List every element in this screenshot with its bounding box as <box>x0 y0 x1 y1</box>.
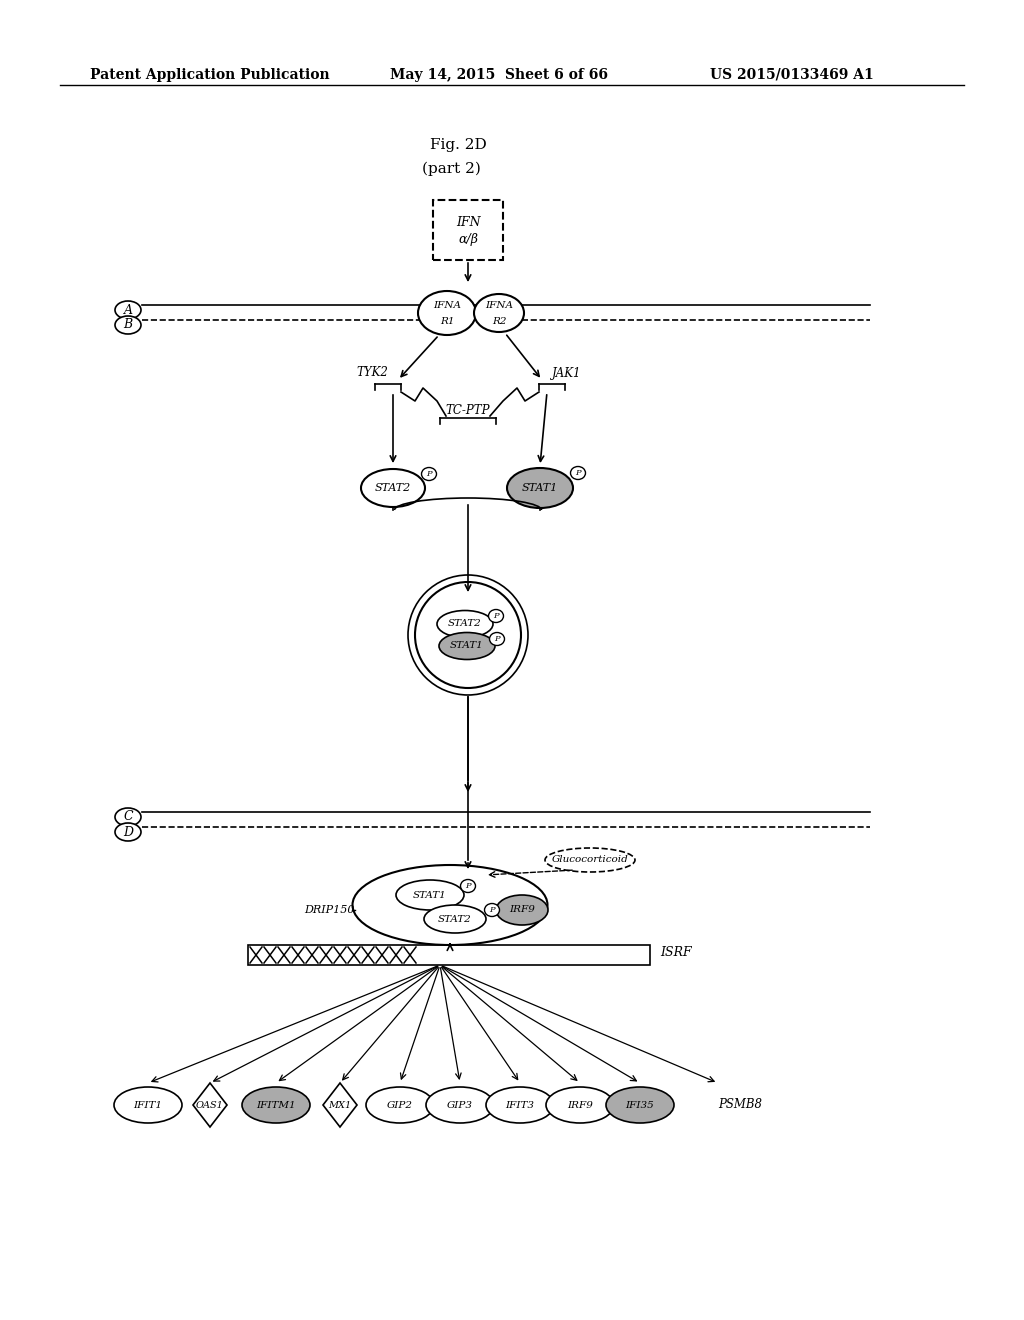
Text: PSMB8: PSMB8 <box>718 1098 762 1111</box>
Text: IFNA: IFNA <box>433 301 461 310</box>
Text: IRF9: IRF9 <box>567 1101 593 1110</box>
Text: OAS1: OAS1 <box>196 1101 224 1110</box>
Text: IRF9: IRF9 <box>509 906 535 915</box>
Text: R1: R1 <box>439 317 455 326</box>
Text: D: D <box>123 825 133 838</box>
Text: Fig. 2D: Fig. 2D <box>430 139 486 152</box>
Ellipse shape <box>439 632 495 660</box>
Text: May 14, 2015  Sheet 6 of 66: May 14, 2015 Sheet 6 of 66 <box>390 69 608 82</box>
Text: C: C <box>123 810 133 824</box>
Ellipse shape <box>606 1086 674 1123</box>
Ellipse shape <box>507 469 573 508</box>
Text: STAT1: STAT1 <box>522 483 558 492</box>
Text: ISRF: ISRF <box>660 945 691 958</box>
Ellipse shape <box>437 610 493 638</box>
Text: STAT1: STAT1 <box>451 642 484 651</box>
Text: P: P <box>426 470 432 478</box>
Text: P: P <box>575 469 581 477</box>
Text: DRIP150: DRIP150 <box>304 906 355 915</box>
Text: STAT2: STAT2 <box>438 915 472 924</box>
Text: IFIT3: IFIT3 <box>506 1101 535 1110</box>
Text: IFIT1: IFIT1 <box>133 1101 163 1110</box>
Text: IFNA: IFNA <box>485 301 513 310</box>
Ellipse shape <box>114 1086 182 1123</box>
Text: IFI35: IFI35 <box>626 1101 654 1110</box>
Ellipse shape <box>115 301 141 319</box>
Text: GIP3: GIP3 <box>447 1101 473 1110</box>
Text: A: A <box>124 304 132 317</box>
Text: GIP2: GIP2 <box>387 1101 413 1110</box>
Text: P: P <box>494 612 499 620</box>
Text: TC-PTP: TC-PTP <box>445 404 490 417</box>
Ellipse shape <box>115 808 141 826</box>
Text: JAK1: JAK1 <box>552 367 582 380</box>
Ellipse shape <box>418 290 476 335</box>
Text: P: P <box>489 906 495 913</box>
Ellipse shape <box>424 906 486 933</box>
Text: US 2015/0133469 A1: US 2015/0133469 A1 <box>710 69 873 82</box>
Text: P: P <box>495 635 500 643</box>
Ellipse shape <box>115 822 141 841</box>
Text: P: P <box>465 882 471 890</box>
Ellipse shape <box>474 294 524 333</box>
Ellipse shape <box>242 1086 310 1123</box>
Ellipse shape <box>461 879 475 892</box>
Ellipse shape <box>366 1086 434 1123</box>
FancyBboxPatch shape <box>248 945 650 965</box>
Text: α/β: α/β <box>458 234 478 247</box>
Ellipse shape <box>546 1086 614 1123</box>
Text: Patent Application Publication: Patent Application Publication <box>90 69 330 82</box>
Ellipse shape <box>361 469 425 507</box>
Ellipse shape <box>352 865 548 945</box>
Ellipse shape <box>496 895 548 925</box>
FancyBboxPatch shape <box>433 201 503 260</box>
Ellipse shape <box>396 880 464 909</box>
Text: IFITM1: IFITM1 <box>256 1101 296 1110</box>
Ellipse shape <box>545 847 635 873</box>
Ellipse shape <box>570 466 586 479</box>
Text: B: B <box>124 318 132 331</box>
Text: TYK2: TYK2 <box>356 367 388 380</box>
Ellipse shape <box>488 610 504 623</box>
Text: IFN: IFN <box>456 215 480 228</box>
Text: Glucocorticoid: Glucocorticoid <box>552 855 629 865</box>
Ellipse shape <box>426 1086 494 1123</box>
Text: MX1: MX1 <box>329 1101 351 1110</box>
Ellipse shape <box>486 1086 554 1123</box>
Ellipse shape <box>484 903 500 916</box>
Text: STAT1: STAT1 <box>413 891 446 899</box>
Ellipse shape <box>422 467 436 480</box>
Ellipse shape <box>489 632 505 645</box>
Text: STAT2: STAT2 <box>449 619 482 628</box>
Text: R2: R2 <box>492 317 506 326</box>
Text: STAT2: STAT2 <box>375 483 411 492</box>
Text: (part 2): (part 2) <box>422 162 481 177</box>
Ellipse shape <box>115 315 141 334</box>
Circle shape <box>408 576 528 696</box>
